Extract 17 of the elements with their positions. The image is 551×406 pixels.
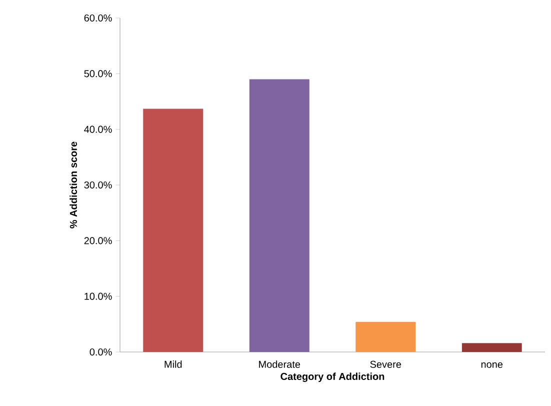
x-tick-label: Mild	[164, 360, 182, 368]
y-tick-label: 20.0%	[84, 237, 112, 244]
y-tick-label: 30.0%	[84, 181, 112, 189]
bar	[356, 322, 416, 352]
y-axis-title: % Addiction score	[70, 142, 77, 228]
x-tick-label: none	[481, 362, 503, 368]
x-tick-label: Moderate	[259, 360, 300, 368]
x-tick-label: Severe	[370, 360, 402, 368]
bar	[462, 343, 522, 352]
x-axis-title: Category of Addiction	[280, 372, 384, 382]
bar	[143, 108, 204, 352]
y-tick-label: 40.0%	[84, 126, 112, 133]
y-tick-label: 10.0%	[84, 292, 112, 300]
bar	[249, 79, 310, 352]
y-tick-label: 0.0%	[90, 348, 112, 356]
y-tick-label: 50.0%	[84, 70, 112, 78]
y-tick-label: 60.0%	[84, 14, 112, 22]
